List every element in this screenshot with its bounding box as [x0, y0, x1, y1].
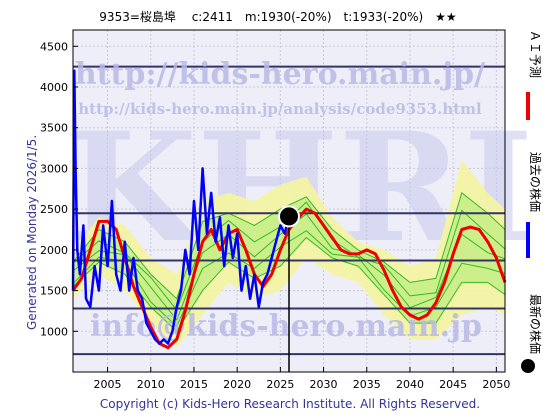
- x-tick-label: 2015: [180, 378, 208, 391]
- y-tick-label: 1500: [40, 285, 68, 298]
- y-tick-label: 4000: [40, 81, 68, 94]
- legend-past-label: 過去の株価: [528, 152, 543, 212]
- legend: ＡＩ予測 過去の株価 最新の株価: [521, 30, 543, 373]
- x-tick-label: 2035: [353, 378, 381, 391]
- x-tick-label: 2045: [439, 378, 467, 391]
- legend-latest-label: 最新の株価: [528, 294, 543, 354]
- ensemble-line: [72, 236, 506, 333]
- legend-latest-dot: [521, 359, 535, 373]
- series-past-price: [71, 69, 291, 345]
- y-tick-label: 1000: [40, 325, 68, 338]
- x-tick-label: 2050: [482, 378, 510, 391]
- y-tick-label: 2000: [40, 244, 68, 257]
- plot-frame: [72, 29, 506, 373]
- x-tick-label: 2010: [137, 378, 165, 391]
- y-tick-label: 4500: [40, 40, 68, 53]
- watermark-url: http://kids-hero.main.jp/: [75, 57, 485, 92]
- legend-ai-label: ＡＩ予測: [528, 30, 542, 78]
- generated-date: Generated on Monday 2026/1/5.: [25, 135, 39, 330]
- y-tick-label: 3500: [40, 122, 68, 135]
- ensemble-line: [72, 192, 506, 300]
- x-axis: 2005 2010 2015 2020 2025 2030 2035 2040 2045 2050: [94, 367, 510, 391]
- latest-marker: [278, 205, 300, 372]
- ensemble-line: [72, 230, 506, 328]
- latest-point: [278, 205, 300, 228]
- x-tick-label: 2005: [94, 378, 122, 391]
- chart-title: 9353=桜島埠 c:2411 m:1930(-20%) t:1933(-20%…: [99, 9, 456, 24]
- y-tick-label: 3000: [40, 162, 68, 175]
- x-tick-label: 2025: [266, 378, 294, 391]
- watermark-analysis-url: http://kids-hero.main.jp/analysis/code93…: [78, 100, 482, 118]
- x-tick-label: 2030: [310, 378, 338, 391]
- y-axis: 1000 1500 2000 2500 3000 3500 4000 4500: [40, 40, 78, 338]
- y-tick-label: 2500: [40, 203, 68, 216]
- x-tick-label: 2040: [396, 378, 424, 391]
- x-tick-label: 2020: [223, 378, 251, 391]
- copyright: Copyright (c) Kids-Hero Research Institu…: [100, 397, 480, 411]
